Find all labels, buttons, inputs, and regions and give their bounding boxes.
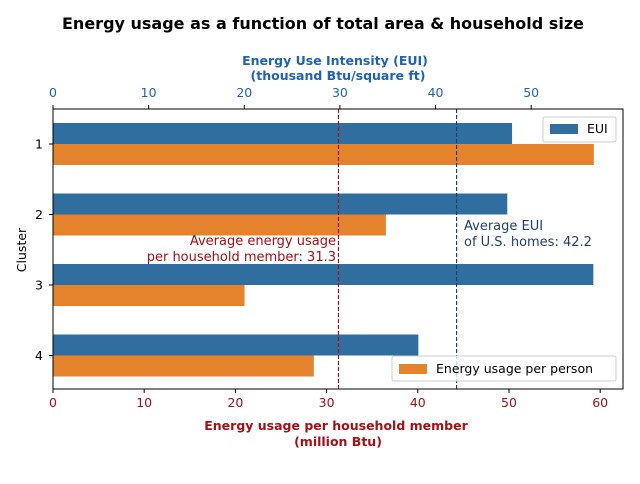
avg-energy-label-line2: per household member: 31.3 [147, 250, 336, 265]
legend-person: Energy usage per person [391, 355, 617, 382]
top-axis-label-line2: (thousand Btu/square ft) [251, 68, 426, 83]
chart-title: Energy usage as a function of total area… [62, 14, 584, 33]
legend-eui: EUI [542, 116, 617, 143]
y-tick-label-4: 4 [35, 348, 43, 363]
bar-eui-cluster-1 [53, 123, 513, 144]
bottom-tick-label-60: 60 [592, 395, 608, 410]
bottom-tick-label-10: 10 [136, 395, 152, 410]
top-tick-label-0: 0 [49, 85, 57, 100]
avg-eui-label-line2: of U.S. homes: 42.2 [464, 235, 592, 250]
bar-eui-cluster-2 [53, 193, 508, 215]
top-tick-label-50: 50 [523, 85, 539, 100]
top-tick-label-30: 30 [332, 85, 348, 100]
bottom-tick-label-20: 20 [227, 395, 243, 410]
y-tick-label-2: 2 [35, 207, 43, 222]
bar-person-cluster-1 [53, 144, 594, 165]
bottom-tick-label-30: 30 [319, 395, 335, 410]
top-tick-label-20: 20 [236, 85, 252, 100]
legend-person-swatch [399, 364, 427, 374]
y-tick-label-1: 1 [35, 137, 43, 152]
bottom-tick-label-0: 0 [49, 395, 57, 410]
bar-eui-cluster-3 [53, 264, 594, 285]
y-tick-label-3: 3 [35, 278, 43, 293]
top-axis-label-line1: Energy Use Intensity (EUI) [242, 53, 428, 68]
plot-frame [52, 108, 624, 390]
legend-person-label: Energy usage per person [436, 361, 593, 376]
top-tick-label-40: 40 [428, 85, 444, 100]
bottom-tick-label-50: 50 [501, 395, 517, 410]
avg-energy-label-line1: Average energy usage [190, 234, 336, 249]
legend-eui-label: EUI [587, 121, 608, 136]
bar-person-cluster-3 [53, 285, 245, 306]
bottom-axis-label-line2: (million Btu) [294, 434, 382, 449]
bottom-tick-label-40: 40 [410, 395, 426, 410]
bar-person-cluster-2 [53, 214, 386, 236]
bar-eui-cluster-4 [53, 334, 419, 356]
bar-person-cluster-4 [53, 355, 314, 377]
y-axis-label: Cluster [14, 227, 29, 272]
legend-eui-swatch [550, 124, 578, 134]
top-tick-label-10: 10 [141, 85, 157, 100]
bottom-axis-label-line1: Energy usage per household member [204, 418, 468, 433]
avg-eui-label-line1: Average EUI [464, 219, 543, 234]
